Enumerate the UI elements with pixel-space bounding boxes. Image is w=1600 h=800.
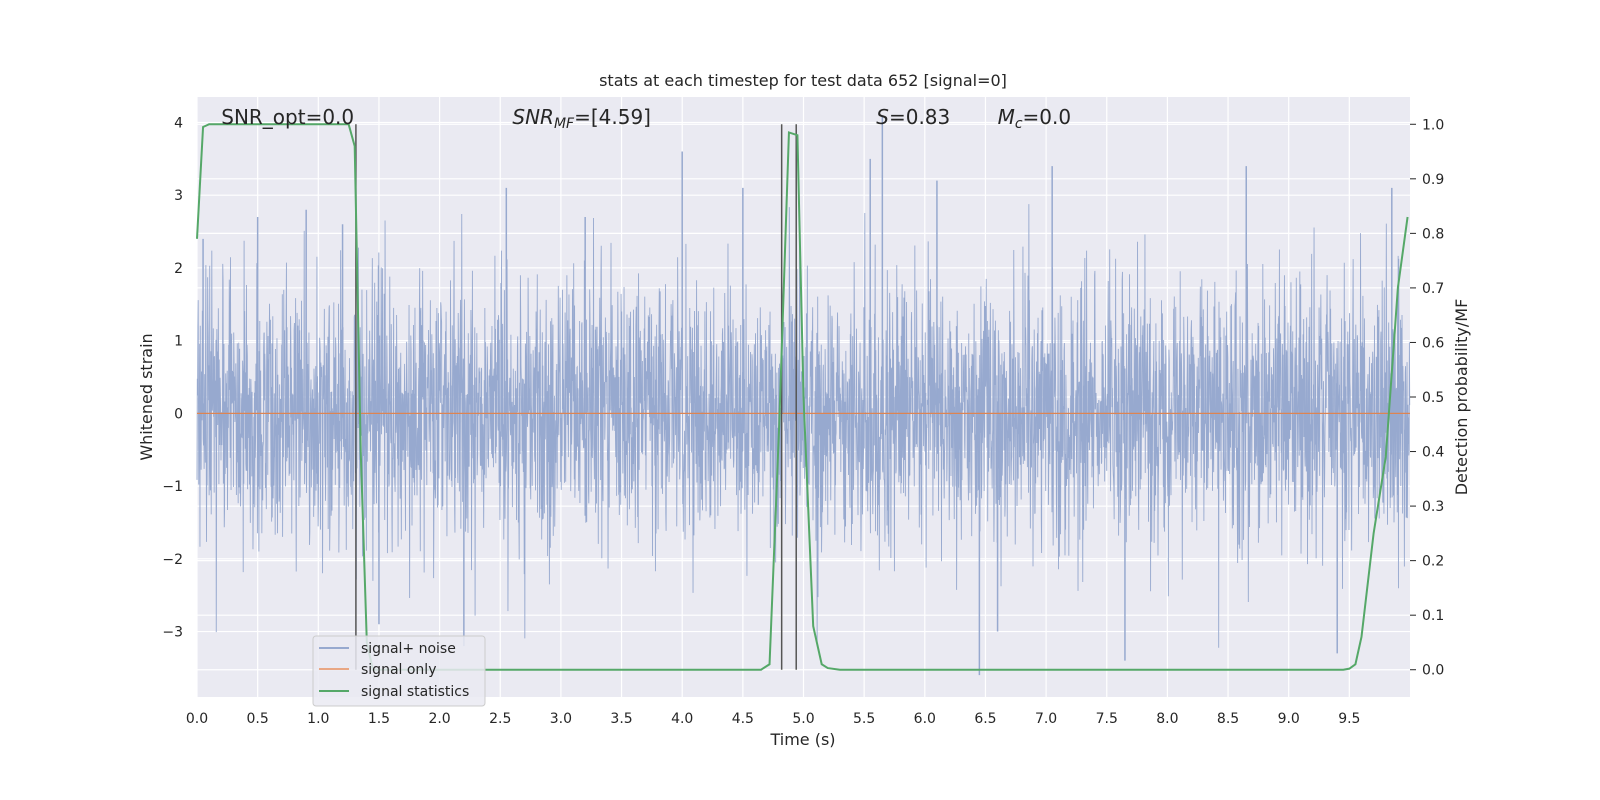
chart-title: stats at each timestep for test data 652…: [599, 71, 1007, 90]
x-tick-label: 6.5: [974, 711, 996, 727]
y-tick-label: 3: [174, 188, 183, 204]
x-tick-label: 0.5: [247, 711, 269, 727]
annotation-s-suffix: =0.83: [889, 105, 950, 129]
y-right-tick-label: 0.5: [1422, 390, 1444, 406]
annotation-mc-prefix: M: [998, 105, 1015, 129]
x-tick-label: 2.0: [428, 711, 450, 727]
legend-label-signal-plus-noise: signal+ noise: [361, 641, 456, 657]
y-right-tick-label: 0.8: [1422, 226, 1444, 242]
y-tick-label: −3: [162, 625, 183, 641]
y-axis-label: Whitened strain: [137, 333, 156, 460]
annotation-mc: Mc=0.0: [998, 105, 1072, 132]
x-tick-label: 5.5: [853, 711, 875, 727]
legend: signal+ noise signal only signal statist…: [312, 635, 486, 707]
y-right-tick-label: 0.9: [1422, 172, 1444, 188]
series-signal-statistics-line: [196, 123, 1409, 671]
x-tick-label: 5.0: [792, 711, 814, 727]
annotations: SNR_opt=0.0 SNRMF=[4.59] S=0.83 Mc=0.0: [221, 105, 1071, 132]
x-tick-label: 3.0: [550, 711, 572, 727]
y-right-tick-label: 0.7: [1422, 281, 1444, 297]
x-tick-label: 8.5: [1217, 711, 1239, 727]
y-right-tick-label: 0.4: [1422, 445, 1444, 461]
y-right-tick-label: 0.3: [1422, 499, 1444, 515]
x-tick-label: 8.0: [1156, 711, 1178, 727]
x-tick-label: 4.0: [671, 711, 693, 727]
annotation-snr-mf: SNRMF=[4.59]: [512, 105, 651, 132]
annotation-snr-mf-prefix: SNR: [512, 105, 554, 129]
x-tick-label: 6.0: [914, 711, 936, 727]
x-tick-label: 2.5: [489, 711, 511, 727]
x-tick-label: 0.0: [186, 711, 208, 727]
annotation-snr-opt: SNR_opt=0.0: [221, 105, 354, 129]
y-axis-right-label: Detection probability/MF: [1452, 299, 1471, 496]
x-axis-label: Time (s): [769, 730, 835, 749]
annotation-s-prefix: S: [876, 105, 889, 129]
x-axis-ticks: 0.0 0.5 1.0 1.5 2.0 2.5 3.0 3.5 4.0 4.5 5.0 5.5 6.0 6…: [186, 711, 1361, 727]
legend-box: [312, 635, 486, 707]
annotation-snr-mf-suffix: =[4.59]: [574, 105, 651, 129]
x-tick-label: 7.0: [1035, 711, 1057, 727]
y-right-tick-label: 1.0: [1422, 117, 1444, 133]
y-axis-right-ticks: 0.0 0.1 0.2 0.3 0.4 0.5 0.6 0.7 0.8 0.9 1.0: [1410, 117, 1444, 679]
x-tick-label: 7.5: [1096, 711, 1118, 727]
y-right-tick-label: 0.0: [1422, 663, 1444, 679]
y-right-tick-label: 0.2: [1422, 554, 1444, 570]
x-tick-label: 9.0: [1278, 711, 1300, 727]
annotation-mc-sub: c: [1015, 116, 1023, 132]
legend-label-signal-only: signal only: [361, 662, 436, 678]
x-tick-label: 9.5: [1338, 711, 1360, 727]
series-signal-statistics: [196, 123, 1409, 671]
series-signal-plus-noise: [196, 115, 1411, 676]
y-tick-label: 1: [174, 334, 183, 350]
y-tick-label: 0: [174, 406, 183, 422]
y-tick-label: −1: [162, 479, 183, 495]
y-right-tick-label: 0.1: [1422, 608, 1444, 624]
y-tick-label: 4: [174, 115, 183, 131]
y-tick-label: 2: [174, 261, 183, 277]
y-tick-label: −2: [162, 552, 183, 568]
x-tick-label: 4.5: [732, 711, 754, 727]
annotation-snr-mf-sub: MF: [554, 116, 575, 132]
annotation-s: S=0.83: [876, 105, 950, 129]
annotation-mc-suffix: =0.0: [1023, 105, 1072, 129]
series-signal-plus-noise-line: [196, 204, 1411, 648]
x-tick-label: 1.0: [307, 711, 329, 727]
legend-label-signal-statistics: signal statistics: [361, 684, 469, 700]
y-right-tick-label: 0.6: [1422, 335, 1444, 351]
y-axis-left-ticks: −3 −2 −1 0 1 2 3 4: [162, 115, 183, 640]
x-tick-label: 1.5: [368, 711, 390, 727]
x-tick-label: 3.5: [610, 711, 632, 727]
